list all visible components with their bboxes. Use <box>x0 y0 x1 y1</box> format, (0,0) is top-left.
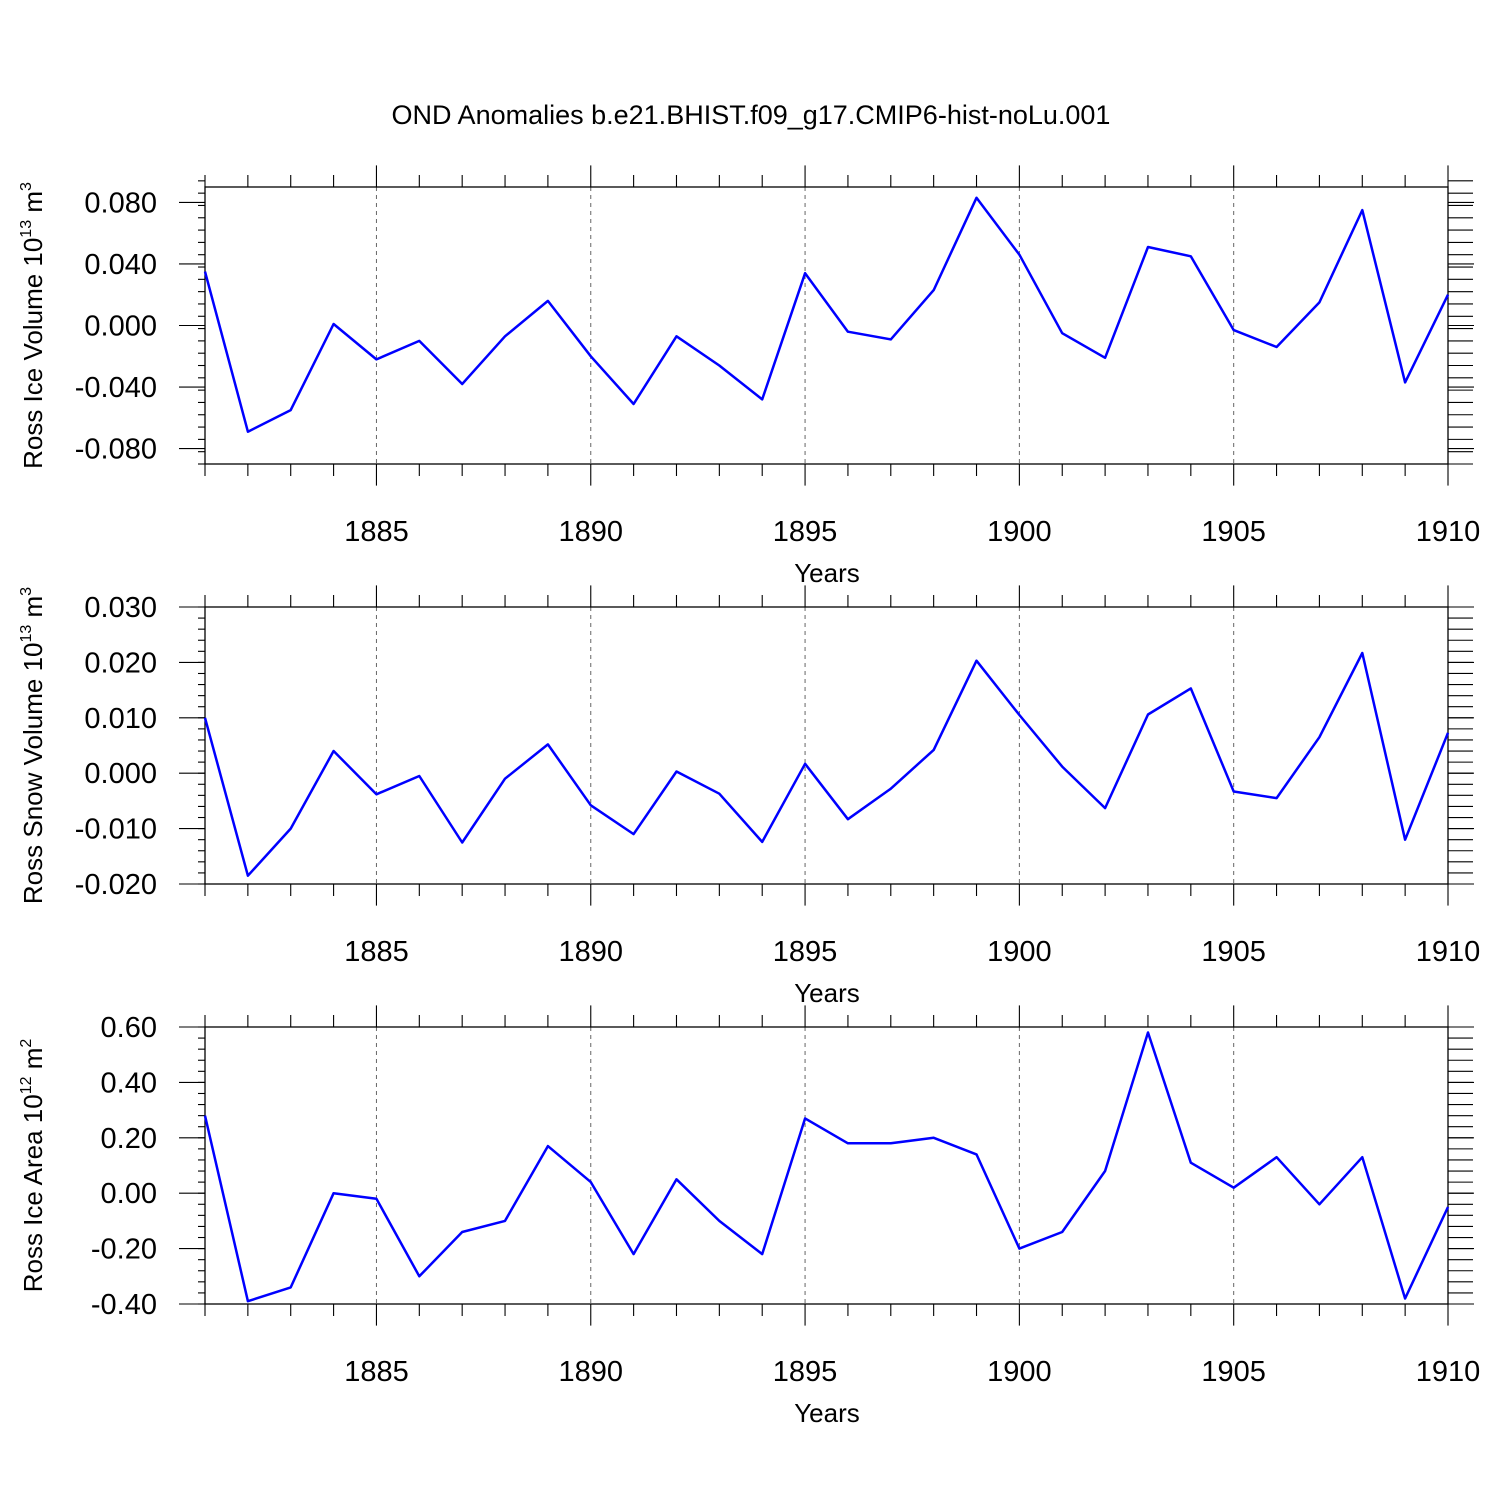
x-tick-label: 1895 <box>773 936 838 968</box>
figure-title: OND Anomalies b.e21.BHIST.f09_g17.CMIP6-… <box>392 100 1111 130</box>
x-tick-label: 1910 <box>1416 936 1481 968</box>
y-tick-label: -0.040 <box>75 372 157 404</box>
x-tick-label: 1885 <box>344 1356 409 1388</box>
x-tick-label: 1910 <box>1416 1356 1481 1388</box>
series-line <box>203 196 1450 433</box>
x-tick-label: 1905 <box>1201 936 1266 968</box>
panel-2: -0.020 -0.010 0.000 0.010 0.020 0.030 1885 1890… <box>18 585 1480 1008</box>
x-tick-label: 1900 <box>987 936 1052 968</box>
x-tick-label: 1905 <box>1201 516 1266 548</box>
x-tick-label: 1885 <box>344 936 409 968</box>
y-axis-label: Ross Snow Volume 1013 m3 <box>18 587 48 904</box>
plot-frame <box>204 186 1449 465</box>
y-tick-label: -0.010 <box>75 814 157 846</box>
x-tick-label: 1910 <box>1416 516 1481 548</box>
plot-frame <box>204 1026 1449 1305</box>
y-tick-label: 0.20 <box>101 1123 157 1155</box>
x-tick-label: 1890 <box>559 516 624 548</box>
x-axis-label: Years <box>794 978 860 1008</box>
x-axis-label: Years <box>794 558 860 588</box>
y-tick-label: 0.040 <box>84 249 157 281</box>
series-line <box>203 651 1450 877</box>
x-tick-label: 1895 <box>773 1356 838 1388</box>
x-tick-label: 1890 <box>559 936 624 968</box>
y-tick-label: 0.60 <box>101 1012 157 1044</box>
x-tick-label: 1885 <box>344 516 409 548</box>
y-tick-label: 0.020 <box>84 647 157 679</box>
y-tick-label: -0.40 <box>91 1289 157 1321</box>
y-axis-label: Ross Ice Area 1012 m2 <box>18 1039 48 1293</box>
y-tick-label: 0.030 <box>84 592 157 624</box>
x-tick-label: 1905 <box>1201 1356 1266 1388</box>
y-tick-label: 0.00 <box>101 1178 157 1210</box>
y-tick-label: 0.010 <box>84 703 157 735</box>
y-tick-label: -0.080 <box>75 434 157 466</box>
panel-3: -0.40 -0.20 0.00 0.20 0.40 0.60 1885 1890 1895 19… <box>18 1005 1480 1428</box>
panel-1: -0.080 -0.040 0.000 0.040 0.080 1885 1890 1895 1… <box>18 165 1480 588</box>
y-axis-label: Ross Ice Volume 1013 m3 <box>18 182 48 469</box>
y-tick-label: -0.020 <box>75 869 157 901</box>
x-tick-label: 1895 <box>773 516 838 548</box>
x-axis-label: Years <box>794 1398 860 1428</box>
plot-frame <box>204 606 1449 885</box>
y-tick-label: 0.080 <box>84 187 157 219</box>
x-tick-label: 1890 <box>559 1356 624 1388</box>
y-tick-label: 0.000 <box>84 758 157 790</box>
y-tick-label: 0.40 <box>101 1067 157 1099</box>
series-line <box>203 1031 1450 1303</box>
x-tick-label: 1900 <box>987 1356 1052 1388</box>
x-tick-label: 1900 <box>987 516 1052 548</box>
y-tick-label: -0.20 <box>91 1234 157 1266</box>
y-tick-label: 0.000 <box>84 311 157 343</box>
